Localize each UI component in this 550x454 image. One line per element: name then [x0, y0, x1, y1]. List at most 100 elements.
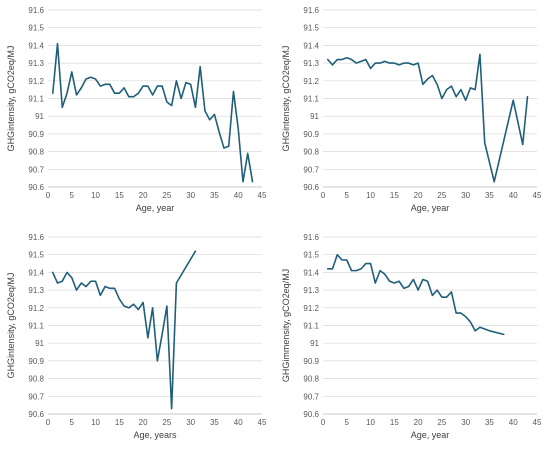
y-tick-label: 90.6 — [28, 183, 44, 192]
x-tick-label: 5 — [345, 191, 350, 200]
y-tick-label: 91.5 — [28, 251, 44, 260]
y-tick-label: 90.7 — [28, 392, 44, 401]
x-tick-label: 10 — [366, 418, 375, 427]
x-tick-label: 25 — [437, 191, 446, 200]
x-axis-title: Age, year — [136, 203, 175, 213]
x-tick-label: 0 — [321, 191, 326, 200]
series-line — [51, 42, 254, 183]
x-tick-label: 40 — [234, 418, 243, 427]
y-tick-label: 90.6 — [303, 183, 319, 192]
x-tick-label: 0 — [46, 418, 51, 427]
x-tick-label: 15 — [390, 191, 399, 200]
series-line — [51, 250, 197, 410]
x-tick-label: 5 — [345, 418, 350, 427]
y-tick-label: 90.7 — [28, 165, 44, 174]
y-tick-label: 90.8 — [303, 148, 319, 157]
y-tick-label: 91.6 — [303, 233, 319, 242]
y-tick-label: 90.7 — [303, 165, 319, 174]
x-axis-title: Age, year — [411, 203, 450, 213]
y-axis-title: GHGintensity, gCO2eq/MJ — [281, 46, 291, 152]
x-tick-label: 45 — [258, 418, 267, 427]
x-tick-label: 45 — [533, 191, 542, 200]
y-tick-label: 91 — [35, 112, 44, 121]
y-tick-label: 91.4 — [28, 41, 44, 50]
x-tick-label: 25 — [437, 418, 446, 427]
y-tick-label: 90.9 — [28, 130, 44, 139]
x-tick-label: 25 — [162, 418, 171, 427]
x-tick-label: 30 — [461, 191, 470, 200]
x-tick-label: 0 — [46, 191, 51, 200]
y-tick-label: 90.6 — [28, 410, 44, 419]
y-tick-label: 91.6 — [28, 233, 44, 242]
x-tick-label: 20 — [414, 418, 423, 427]
x-tick-label: 45 — [533, 418, 542, 427]
x-tick-label: 10 — [366, 191, 375, 200]
y-tick-label: 91.5 — [303, 24, 319, 33]
y-tick-label: 91.2 — [303, 304, 319, 313]
y-tick-label: 91.3 — [303, 59, 319, 68]
y-tick-label: 91.3 — [303, 286, 319, 295]
y-tick-label: 90.7 — [303, 392, 319, 401]
x-tick-label: 40 — [509, 418, 518, 427]
y-tick-label: 90.6 — [303, 410, 319, 419]
x-tick-label: 30 — [461, 418, 470, 427]
x-tick-label: 35 — [210, 191, 219, 200]
x-tick-label: 30 — [186, 191, 195, 200]
y-tick-label: 91.3 — [28, 59, 44, 68]
x-axis-title: Age, years — [133, 430, 177, 440]
y-tick-label: 91.4 — [303, 268, 319, 277]
y-tick-label: 91.4 — [303, 41, 319, 50]
line-chart-bottom-right: 90.6 90.7 90.8 90.9 91 91.1 91.2 91.3 91.4 91.5 91… — [281, 233, 542, 440]
x-tick-label: 35 — [210, 418, 219, 427]
y-tick-label: 91 — [310, 339, 319, 348]
series-line — [326, 53, 529, 183]
line-chart-top-right: 90.6 90.7 90.8 90.9 91 91.1 91.2 91.3 91.4 91.5 91… — [281, 6, 542, 213]
x-tick-label: 15 — [390, 418, 399, 427]
y-tick-label: 90.9 — [28, 357, 44, 366]
y-tick-label: 91 — [35, 339, 44, 348]
x-tick-label: 40 — [234, 191, 243, 200]
y-axis-title: GHGintensity, gCO2eq/MJ — [6, 273, 16, 379]
y-tick-label: 91.6 — [28, 6, 44, 15]
y-tick-label: 91.5 — [303, 251, 319, 260]
y-tick-label: 91.2 — [28, 304, 44, 313]
x-tick-label: 20 — [414, 191, 423, 200]
y-tick-label: 91.5 — [28, 24, 44, 33]
y-tick-label: 90.9 — [303, 130, 319, 139]
y-tick-label: 90.9 — [303, 357, 319, 366]
x-tick-label: 35 — [485, 191, 494, 200]
x-tick-label: 15 — [115, 418, 124, 427]
x-axis-title: Age, year — [411, 430, 450, 440]
x-tick-label: 40 — [509, 191, 518, 200]
y-tick-label: 91.1 — [28, 322, 44, 331]
chart-panel-bottom-left: 90.6 90.7 90.8 90.9 91 91.1 91.2 91.3 91.4 91.5 91… — [0, 227, 275, 454]
chart-panel-bottom-right: 90.6 90.7 90.8 90.9 91 91.1 91.2 91.3 91.4 91.5 91… — [275, 227, 550, 454]
x-tick-label: 25 — [162, 191, 171, 200]
line-chart-top-left: 90.6 90.7 90.8 90.9 91 91.1 91.2 91.3 91.4 91.5 91… — [6, 6, 267, 213]
x-tick-label: 20 — [139, 191, 148, 200]
x-tick-label: 0 — [321, 418, 326, 427]
y-tick-label: 90.8 — [28, 148, 44, 157]
x-tick-label: 10 — [91, 418, 100, 427]
y-tick-label: 90.8 — [28, 375, 44, 384]
x-tick-label: 15 — [115, 191, 124, 200]
chart-panel-top-left: 90.6 90.7 90.8 90.9 91 91.1 91.2 91.3 91.4 91.5 91… — [0, 0, 275, 227]
y-tick-label: 91 — [310, 112, 319, 121]
y-tick-label: 91.1 — [303, 322, 319, 331]
y-axis-title: GHGimmensity, gCO2eq/MJ — [281, 269, 291, 382]
y-axis-title: GHGintensity, gCO2eq/MJ — [6, 46, 16, 152]
line-chart-bottom-left: 90.6 90.7 90.8 90.9 91 91.1 91.2 91.3 91.4 91.5 91… — [6, 233, 267, 440]
chart-panel-top-right: 90.6 90.7 90.8 90.9 91 91.1 91.2 91.3 91.4 91.5 91… — [275, 0, 550, 227]
series-line — [326, 253, 505, 336]
x-tick-label: 5 — [70, 191, 75, 200]
y-tick-label: 90.8 — [303, 375, 319, 384]
y-tick-label: 91.6 — [303, 6, 319, 15]
x-tick-label: 10 — [91, 191, 100, 200]
x-tick-label: 30 — [186, 418, 195, 427]
y-tick-label: 91.4 — [28, 268, 44, 277]
x-tick-label: 5 — [70, 418, 75, 427]
y-tick-label: 91.1 — [28, 95, 44, 104]
y-tick-label: 91.2 — [28, 77, 44, 86]
y-tick-label: 91.2 — [303, 77, 319, 86]
y-tick-label: 91.1 — [303, 95, 319, 104]
